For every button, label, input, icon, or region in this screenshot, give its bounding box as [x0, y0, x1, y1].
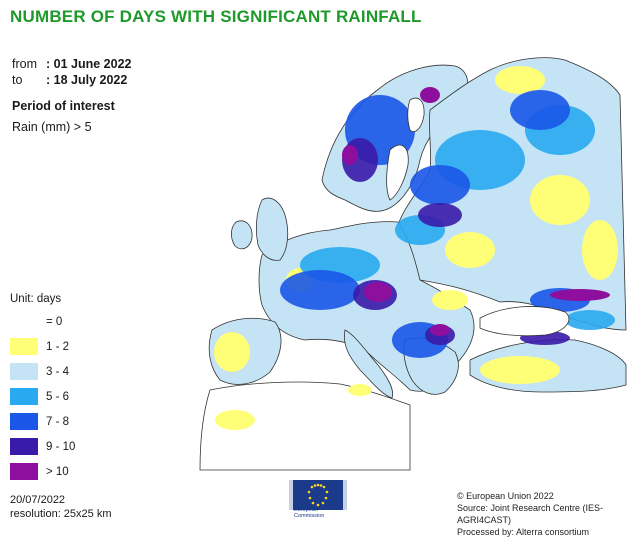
- legend-label-4: 7 - 8: [46, 415, 70, 428]
- map-title: NUMBER OF DAYS WITH SIGNIFICANT RAINFALL: [10, 7, 422, 26]
- legend-item-2: 3 - 4: [10, 359, 75, 384]
- eu-stars-icon: [307, 483, 329, 507]
- map-legend: Unit: days = 0 1 - 2 3 - 4 5 - 6 7 - 8 9…: [10, 293, 75, 484]
- legend-swatch-2: [10, 363, 38, 380]
- eu-logo-line1: European: [294, 507, 318, 513]
- legend-item-5: 9 - 10: [10, 434, 75, 459]
- period-from-value: : 01 June 2022: [46, 57, 132, 71]
- footer-left: 20/07/2022 resolution: 25x25 km: [10, 493, 112, 521]
- land-uk: [255, 197, 289, 261]
- legend-item-0: = 0: [10, 309, 75, 334]
- legend-label-1: 1 - 2: [46, 340, 70, 353]
- legend-swatch-0: [10, 313, 38, 330]
- land-ireland: [230, 220, 253, 250]
- legend-label-6: > 10: [46, 465, 69, 478]
- land-north-africa: [199, 381, 411, 471]
- legend-swatch-6: [10, 463, 38, 480]
- black-sea: [479, 306, 570, 337]
- legend-swatch-4: [10, 413, 38, 430]
- footer-source: Source: Joint Research Centre (IES-AGRI4…: [457, 503, 604, 525]
- footer-date: 20/07/2022: [10, 494, 66, 506]
- footer-copyright: © European Union 2022: [457, 491, 554, 501]
- rainfall-layer-over-10: [342, 87, 610, 336]
- legend-label-0: = 0: [46, 315, 63, 328]
- gulf-of-bothnia: [407, 97, 425, 132]
- legend-swatch-3: [10, 388, 38, 405]
- period-to-row: to : 18 July 2022: [12, 72, 131, 88]
- period-to-label: to: [12, 73, 23, 87]
- legend-item-3: 5 - 6: [10, 384, 75, 409]
- seas: [386, 97, 570, 337]
- legend-label-2: 3 - 4: [46, 365, 70, 378]
- footer-right: © European Union 2022 Source: Joint Rese…: [457, 490, 640, 538]
- eu-logo-line2: Commission: [294, 513, 325, 519]
- eu-logo-text: European Commission: [294, 507, 324, 519]
- legend-swatch-5: [10, 438, 38, 455]
- footer-resolution: resolution: 25x25 km: [10, 508, 112, 520]
- legend-label-5: 9 - 10: [46, 440, 76, 453]
- period-of-interest-heading: Period of interest: [12, 99, 115, 113]
- legend-swatch-1: [10, 338, 38, 355]
- period-block: from : 01 June 2022 to : 18 July 2022: [12, 56, 131, 88]
- period-of-interest-parameter: Rain (mm) > 5: [12, 120, 92, 134]
- land-italy: [343, 329, 394, 399]
- legend-label-3: 5 - 6: [46, 390, 70, 403]
- legend-item-1: 1 - 2: [10, 334, 75, 359]
- european-commission-logo: [289, 480, 347, 510]
- legend-item-6: > 10: [10, 459, 75, 484]
- legend-item-4: 7 - 8: [10, 409, 75, 434]
- legend-unit: Unit: days: [10, 293, 62, 305]
- period-from-row: from : 01 June 2022: [12, 56, 131, 72]
- baltic-sea: [386, 144, 409, 201]
- period-from-label: from: [12, 57, 37, 71]
- period-to-value: : 18 July 2022: [46, 73, 128, 87]
